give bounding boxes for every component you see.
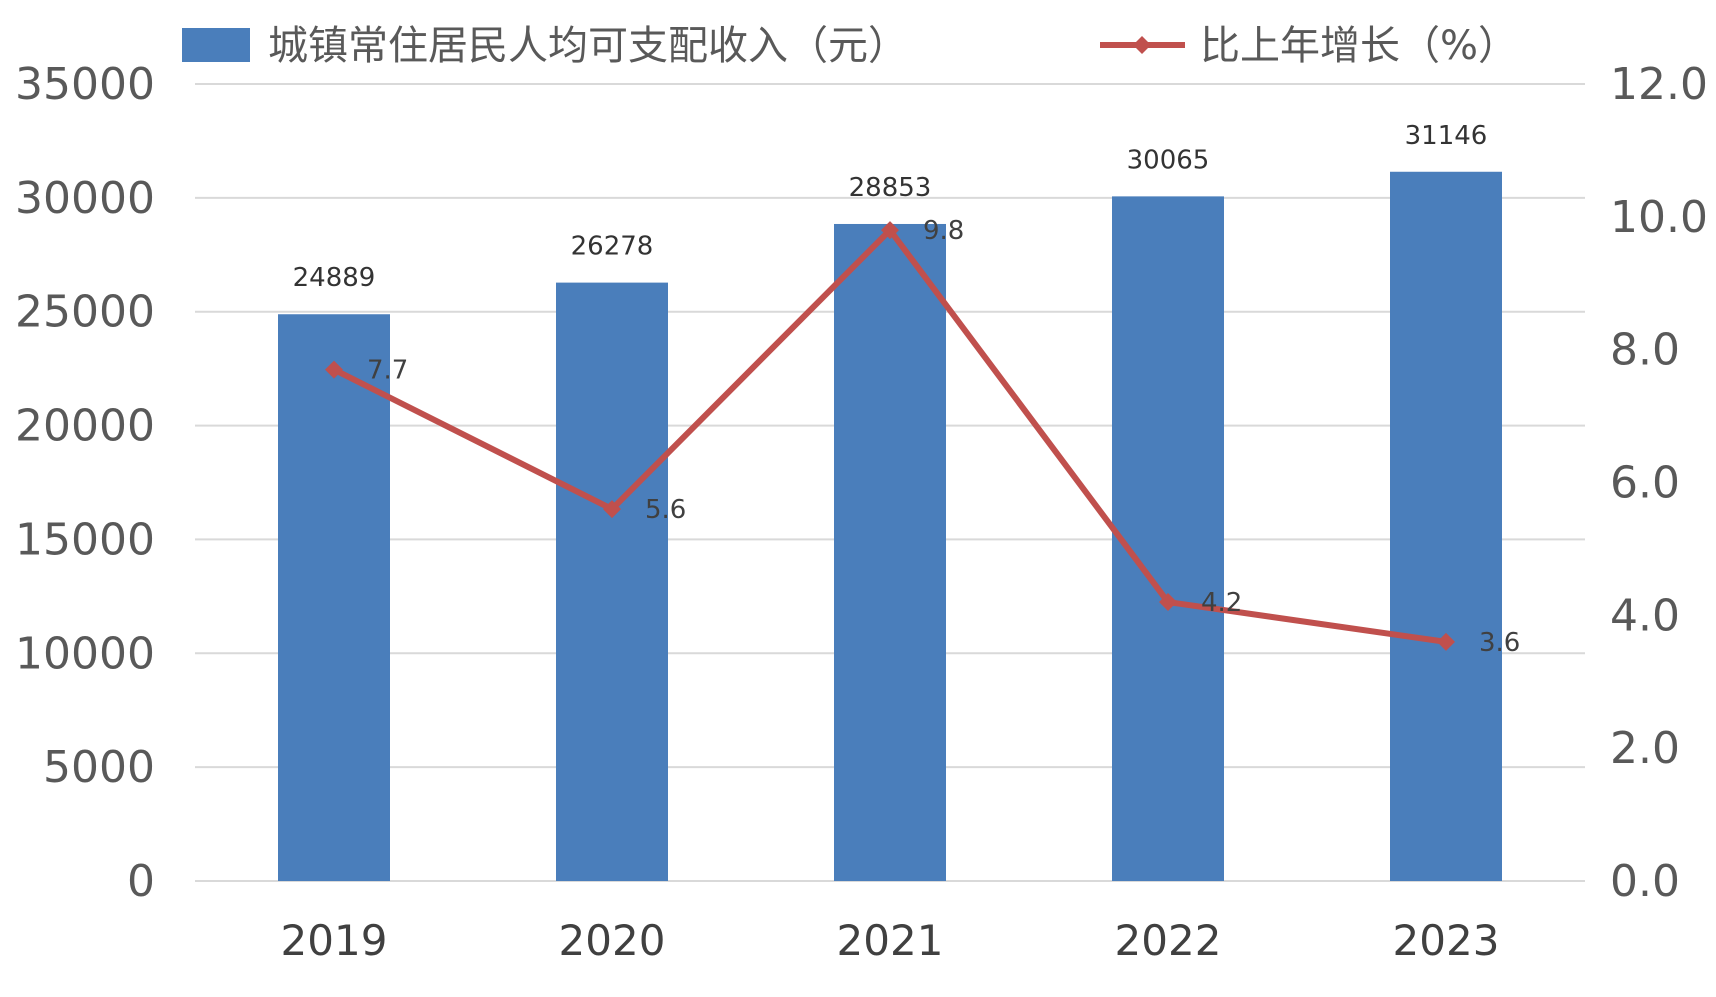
y-right-tick-label: 6.0 [1610,458,1680,509]
line-data-label: 7.7 [367,356,408,386]
bar-data-label: 31146 [1405,121,1488,151]
x-tick-label: 2022 [1115,916,1222,965]
axes: 0 5000 10000 15000 20000 25000 30000 35000 0.0 2.… [15,59,1708,965]
y-right-tick-label: 8.0 [1610,325,1680,376]
legend: 城镇常住居民人均可支配收入（元） 比上年增长（%） [182,23,1518,69]
y-right-tick-label: 4.0 [1610,590,1680,641]
line-point-marker [325,360,343,379]
line-data-label: 4.2 [1201,588,1242,618]
line-point-marker [603,500,621,519]
line-point-marker [1437,632,1455,651]
y-left-tick-label: 15000 [15,514,155,565]
legend-label-line: 比上年增长（%） [1200,23,1518,69]
x-tick-label: 2023 [1393,916,1500,965]
y-right-tick-label: 12.0 [1610,59,1708,110]
y-left-tick-label: 5000 [43,742,155,793]
legend-swatch-bar [182,28,250,62]
bar-series [278,171,1502,882]
y-right-tick-label: 10.0 [1610,192,1708,243]
line-data-label: 5.6 [645,495,686,525]
bar [278,314,390,881]
y-left-tick-label: 0 [127,856,155,907]
y-left-tick-label: 10000 [15,628,155,679]
line-data-label: 9.8 [923,216,964,246]
line-point-marker [881,221,899,240]
line-data-label: 3.6 [1479,628,1520,658]
x-tick-label: 2021 [837,916,944,965]
x-tick-label: 2019 [281,916,388,965]
y-left-tick-label: 25000 [15,287,155,338]
line-series [325,221,1455,651]
bar [1390,171,1502,881]
data-labels: 24889 26278 28853 30065 31146 7.7 5.6 9.8 4.2 3.6 [293,121,1521,658]
line-point-marker [1159,593,1177,612]
bar-data-label: 24889 [293,263,376,293]
bar-data-label: 30065 [1127,145,1210,175]
bar [556,282,668,881]
y-left-tick-label: 30000 [15,173,155,224]
x-tick-label: 2020 [559,916,666,965]
bar [1112,196,1224,881]
bar [834,223,946,882]
legend-line-marker [1133,36,1151,54]
legend-label-bar: 城镇常住居民人均可支配收入（元） [268,23,908,69]
y-right-tick-label: 2.0 [1610,723,1680,774]
bar-data-label: 28853 [849,173,932,203]
y-left-tick-label: 20000 [15,401,155,452]
y-right-tick-label: 0.0 [1610,856,1680,907]
bar-data-label: 26278 [571,232,654,262]
y-left-tick-label: 35000 [15,59,155,110]
